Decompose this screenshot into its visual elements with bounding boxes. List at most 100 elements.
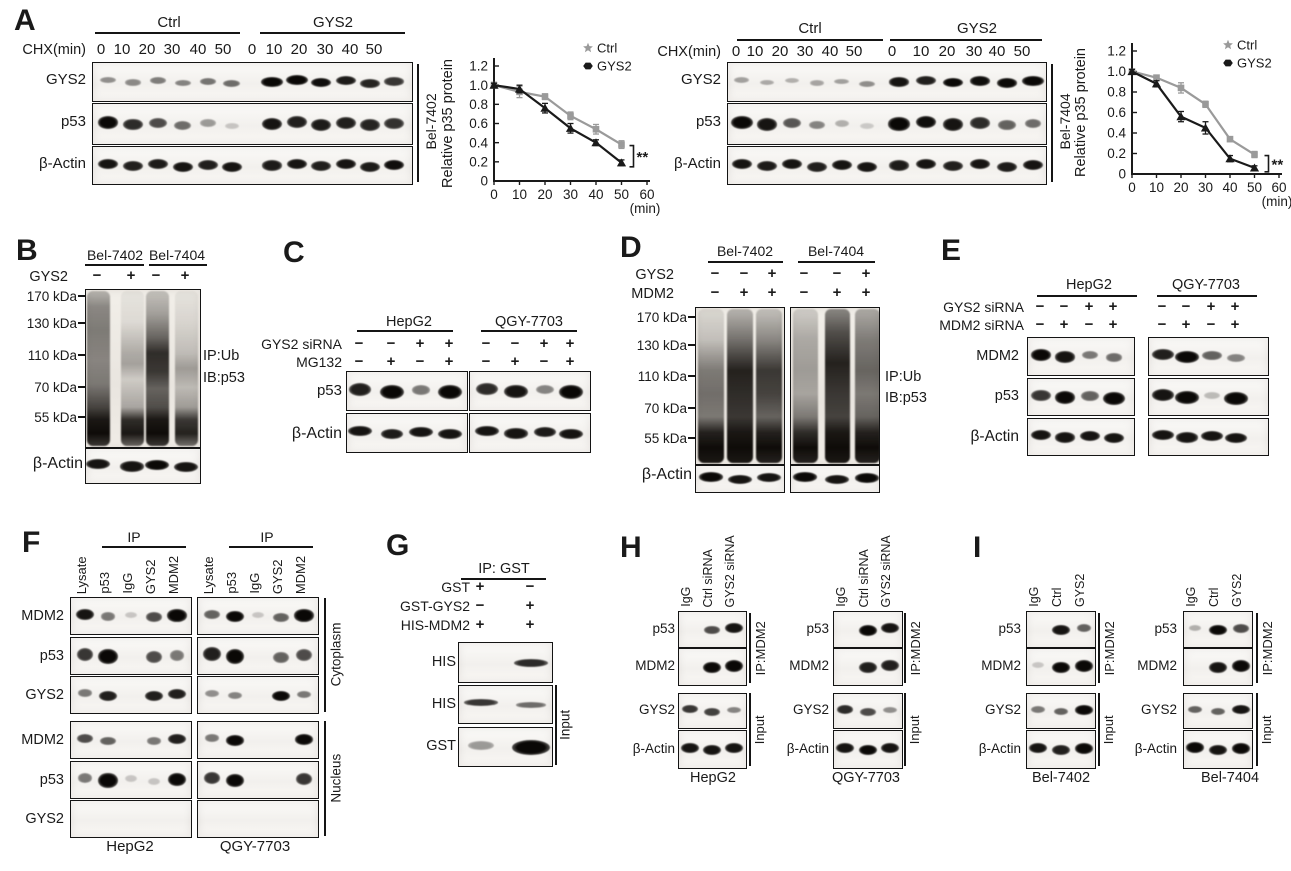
protein-band (123, 118, 143, 131)
protein-band (942, 77, 964, 88)
protein-band (1032, 662, 1044, 669)
protein-band (781, 159, 803, 170)
protein-band (725, 659, 743, 672)
y-tick-label: 0.6 (469, 116, 488, 131)
timepoint-label: 0 (887, 43, 897, 60)
treatment-symbol: + (565, 353, 575, 370)
y-tick-label: 0 (1118, 167, 1126, 182)
protein-band (757, 473, 781, 483)
protein-band (969, 76, 991, 86)
blot-p53-0 (678, 611, 747, 648)
treatment-label: MDM2 siRNA (939, 317, 1024, 333)
treatment-symbol: − (475, 597, 485, 614)
blot-row-label: GYS2 (984, 702, 1021, 717)
mw-marker-label: 70 kDa (644, 401, 687, 416)
treatment-symbol: + (525, 597, 535, 614)
protein-band (888, 160, 910, 171)
blot-row-GYS2 (727, 62, 1047, 102)
lane-label: IgG (679, 586, 693, 607)
data-point-marker (567, 112, 574, 120)
legend-label-Ctrl: Ctrl (1237, 38, 1257, 53)
bracket-line (1098, 613, 1100, 683)
protein-band (559, 385, 583, 400)
protein-band (1031, 389, 1051, 401)
timepoint-label: 50 (365, 41, 383, 58)
protein-band (174, 462, 198, 473)
x-tick-label: 10 (512, 187, 527, 202)
protein-band (756, 118, 778, 131)
ip-label: IP:Ub (203, 348, 240, 364)
protein-band (516, 702, 546, 708)
protein-band (881, 743, 899, 754)
protein-band (859, 744, 877, 756)
panel-a-label: A (14, 4, 36, 37)
rule-line (708, 261, 783, 263)
protein-band (834, 119, 850, 127)
protein-band (703, 661, 721, 674)
blot-GYS2-qgy-2 (197, 676, 319, 714)
protein-band (1054, 391, 1076, 404)
ubiquitin-smear-lane (756, 309, 782, 463)
protein-band (535, 385, 555, 395)
rule-line (78, 354, 85, 356)
p53-stability-chart-Bel-7404: 0 0.2 0.4 0.6 0.8 1.0 1.2 0 10 20 30 40 50 60(min) Rel… (1073, 38, 1291, 209)
blot-β-Actin-0 (1026, 730, 1096, 769)
protein-band (1022, 76, 1044, 87)
lane-label: GYS2 (269, 559, 285, 594)
protein-band (200, 119, 216, 128)
protein-band (836, 704, 854, 714)
protein-band (834, 78, 850, 85)
treatment-label: GYS2 (29, 269, 68, 285)
fraction-label: Cytoplasm (328, 623, 344, 687)
protein-band (359, 161, 381, 172)
protein-band (1200, 430, 1224, 441)
protein-band (77, 689, 93, 697)
protein-band (1030, 705, 1046, 713)
mw-marker-label: 130 kDa (636, 338, 687, 353)
lane-label: IgG (1184, 586, 1198, 607)
protein-band (1202, 350, 1222, 360)
significance-bracket (629, 144, 635, 168)
y-axis-label: Relative p35 protein (1073, 48, 1089, 177)
treatment-label: GYS2 siRNA (943, 299, 1024, 315)
protein-band (854, 473, 879, 483)
timepoint-label: 10 (746, 43, 764, 60)
blot-GST-2 (458, 727, 553, 767)
protein-band (784, 78, 800, 84)
protein-band (310, 77, 332, 88)
blot-MDM2-hepg2 (1027, 337, 1135, 376)
cell-line-header: Bel-7404 (807, 243, 865, 259)
treatment-label: GST (441, 579, 470, 595)
legend-marker-star (1223, 39, 1233, 50)
protein-band (286, 158, 308, 169)
treatment-symbol: + (1084, 298, 1094, 315)
series-line-Ctrl (493, 84, 623, 146)
protein-band (348, 382, 372, 396)
blot-p53-hepg2-4 (70, 761, 192, 799)
protein-band (728, 474, 752, 485)
protein-band (227, 692, 243, 700)
blot-row-label: β-Actin (970, 428, 1019, 445)
treatment-symbol: − (525, 578, 535, 595)
treatment-symbol: − (1157, 316, 1167, 333)
protein-band (203, 772, 221, 785)
data-point-marker (514, 84, 525, 93)
protein-band (1175, 391, 1199, 404)
y-tick-label: 1.0 (1107, 64, 1126, 79)
protein-band (807, 161, 827, 172)
x-tick-label: 60 (1271, 180, 1286, 195)
protein-band (271, 690, 291, 702)
y-tick-label: 1.2 (469, 59, 488, 74)
bracket-line (1051, 64, 1053, 182)
protein-band (380, 384, 404, 399)
treatment-symbol: − (739, 265, 749, 282)
rule-line (357, 330, 453, 332)
protein-band (273, 651, 289, 663)
protein-band (335, 159, 357, 170)
timepoint-label: 30 (316, 41, 334, 58)
blot-row-label: MDM2 (21, 732, 64, 748)
protein-band (97, 158, 119, 169)
protein-band (125, 79, 141, 86)
lane-label: GYS2 siRNA (879, 534, 893, 607)
treatment-symbol: + (565, 335, 575, 352)
